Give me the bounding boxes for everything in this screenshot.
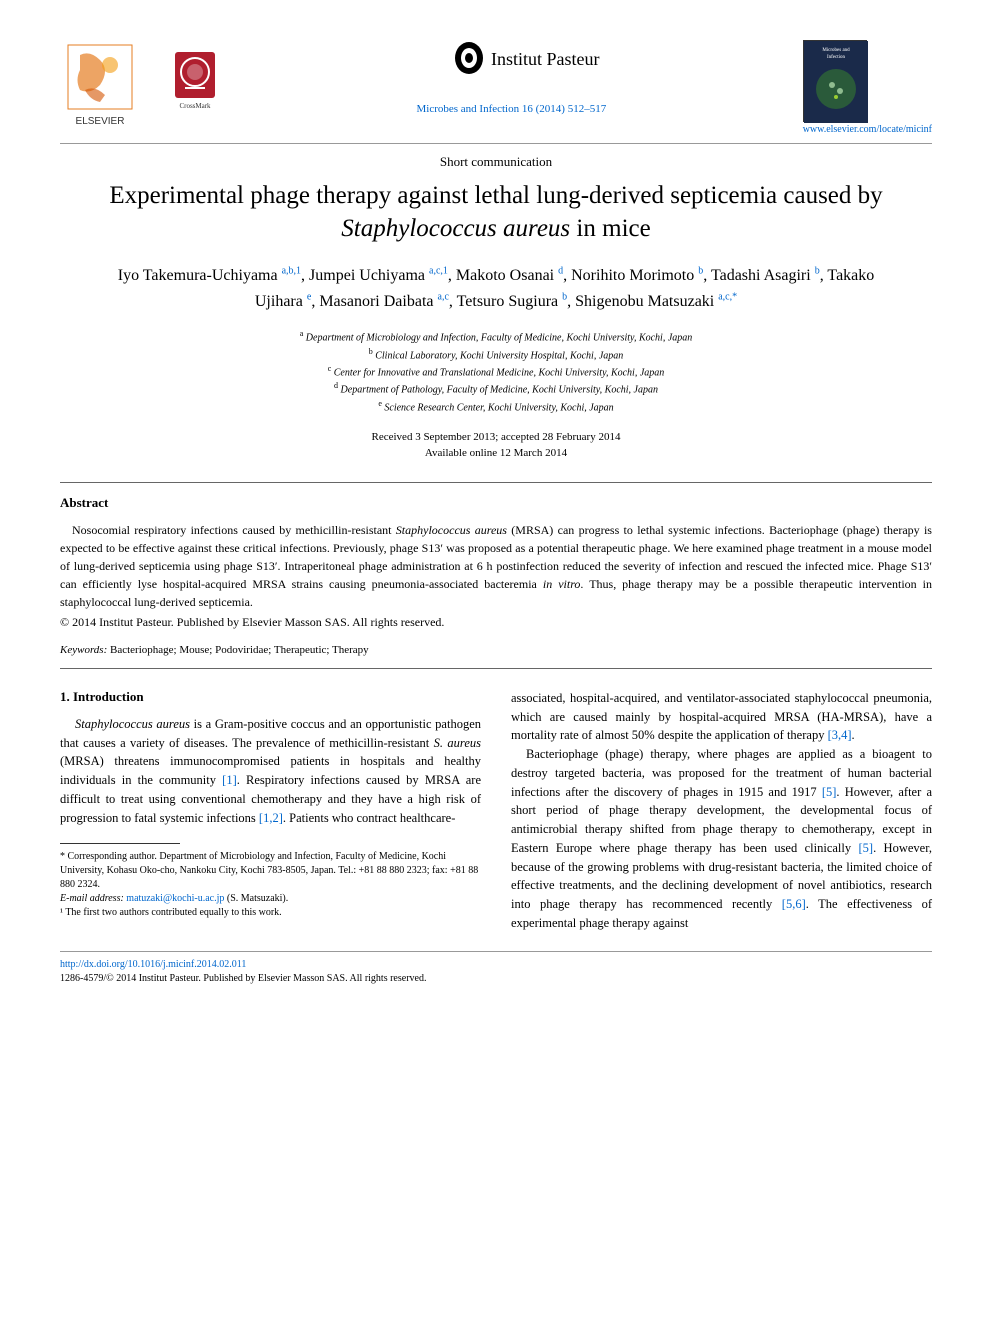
citation-link[interactable]: [1] [222,773,237,787]
svg-text:CrossMark: CrossMark [179,102,211,110]
crossmark-icon: CrossMark [170,50,220,110]
citation-link[interactable]: [5] [822,785,837,799]
elsevier-text: ELSEVIER [76,116,125,127]
elsevier-block: ELSEVIER [60,40,140,135]
keywords-terms: Bacteriophage; Mouse; Podoviridae; Thera… [107,644,368,656]
available-date: Available online 12 March 2014 [60,445,932,462]
abstract-body: Nosocomial respiratory infections caused… [60,521,932,611]
footer-rule [60,951,932,952]
right-column: associated, hospital-acquired, and venti… [511,689,932,933]
article-dates: Received 3 September 2013; accepted 28 F… [60,429,932,462]
abstract-copyright: © 2014 Institut Pasteur. Published by El… [60,615,932,630]
footnote-rule [60,843,180,844]
svg-text:Institut Pasteur: Institut Pasteur [491,49,600,69]
keywords-label: Keywords: [60,644,107,656]
equal-contribution-note: ¹ The first two authors contributed equa… [60,906,481,920]
abstract-bottom-rule [60,668,932,669]
keywords: Keywords: Bacteriophage; Mouse; Podoviri… [60,644,932,656]
footnotes: * Corresponding author. Department of Mi… [60,850,481,920]
author: Tetsuro Sugiura b [457,293,568,310]
title-text-post: in mice [570,215,651,242]
received-date: Received 3 September 2013; accepted 28 F… [60,429,932,446]
author: Iyo Takemura-Uchiyama a,b,1 [118,267,301,284]
svg-text:Microbes and: Microbes and [822,48,850,53]
article-title: Experimental phage therapy against letha… [60,180,932,245]
affiliation: b Clinical Laboratory, Kochi University … [60,346,932,363]
author: Norihito Morimoto b [571,267,703,284]
intro-text-right: associated, hospital-acquired, and venti… [511,689,932,933]
affiliation: d Department of Pathology, Faculty of Me… [60,380,932,397]
article-body: 1. Introduction Staphylococcus aureus is… [60,689,932,933]
left-column: 1. Introduction Staphylococcus aureus is… [60,689,481,933]
title-species: Staphylococcus aureus [341,215,570,242]
intro-text-left: Staphylococcus aureus is a Gram-positive… [60,715,481,828]
title-text-pre: Experimental phage therapy against letha… [109,182,882,209]
journal-cover-block: Microbes and Infection www.elsevier.com/… [803,40,932,135]
abstract-heading: Abstract [60,495,932,511]
journal-cover-thumbnail: Microbes and Infection [803,40,867,122]
authors-line: Iyo Takemura-Uchiyama a,b,1, Jumpei Uchi… [60,263,932,314]
journal-url-link[interactable]: www.elsevier.com/locate/micinf [803,124,932,135]
affiliation: a Department of Microbiology and Infecti… [60,328,932,345]
svg-text:Infection: Infection [827,55,846,60]
author: Jumpei Uchiyama a,c,1 [309,267,448,284]
affiliation: c Center for Innovative and Translationa… [60,363,932,380]
elsevier-logo: ELSEVIER [60,40,140,130]
citation-link[interactable]: [5] [858,841,873,855]
page-footer: http://dx.doi.org/10.1016/j.micinf.2014.… [60,958,932,986]
journal-reference: Microbes and Infection 16 (2014) 512–517 [220,103,803,115]
issn-copyright: 1286-4579/© 2014 Institut Pasteur. Publi… [60,972,932,986]
author: Tadashi Asagiri b [711,267,820,284]
center-header: Institut Pasteur Microbes and Infection … [220,40,803,115]
header-rule [60,143,932,144]
affiliation: e Science Research Center, Kochi Univers… [60,398,932,415]
affiliations: a Department of Microbiology and Infecti… [60,328,932,415]
institut-pasteur-logo: Institut Pasteur [421,40,601,90]
article-type: Short communication [60,154,932,170]
citation-link[interactable]: [3,4] [828,728,852,742]
author: Makoto Osanai d [456,267,563,284]
citation-link[interactable]: [1,2] [259,811,283,825]
doi-link[interactable]: http://dx.doi.org/10.1016/j.micinf.2014.… [60,958,932,972]
intro-heading: 1. Introduction [60,689,481,705]
citation-link[interactable]: [5,6] [782,897,806,911]
corresponding-author-note: * Corresponding author. Department of Mi… [60,850,481,892]
email-line: E-mail address: matuzaki@kochi-u.ac.jp (… [60,892,481,906]
abstract-top-rule [60,482,932,483]
author: Shigenobu Matsuzaki a,c,* [575,293,737,310]
page-header: ELSEVIER CrossMark Institut Pasteur Micr… [60,40,932,135]
author: Masanori Daibata a,c [319,293,449,310]
crossmark-block[interactable]: CrossMark [140,40,220,115]
email-link[interactable]: matuzaki@kochi-u.ac.jp [126,893,224,904]
